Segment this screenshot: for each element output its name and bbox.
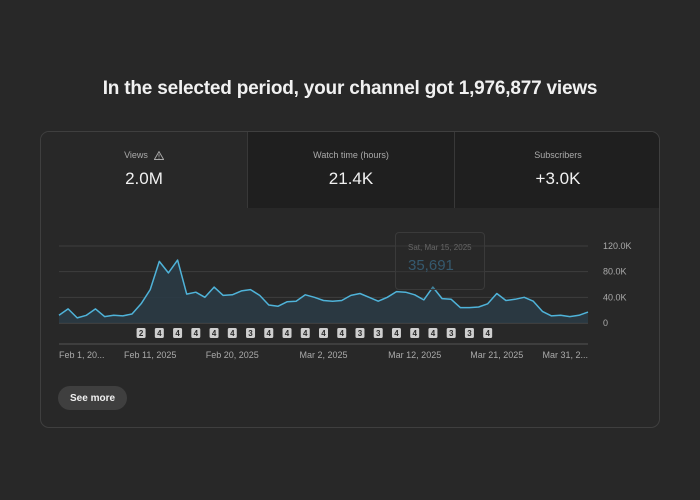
annotation-marker (227, 328, 237, 338)
annotation-marker-label: 4 (157, 329, 162, 338)
annotation-marker-label: 4 (267, 329, 272, 338)
x-tick-label: Mar 21, 2025 (470, 350, 523, 360)
annotation-marker-label: 3 (248, 329, 253, 338)
views-line (58, 259, 589, 319)
views-chart: 0 40.0K 80.0K 120.0K 2 4 4 4 4 4 3 4 4 4 4 4 3 3 4 4 4 3 3 4 Feb… (58, 241, 632, 360)
annotation-marker-label: 3 (467, 329, 472, 338)
annotation-marker-label: 4 (412, 329, 417, 338)
x-tick-label: Feb 1, 20... (59, 350, 105, 360)
annotation-marker-label: 4 (485, 329, 490, 338)
annotation-marker (464, 328, 474, 338)
chart-tooltip: Sat, Mar 15, 2025 35,691 (395, 232, 485, 290)
tab-subscribers[interactable]: Subscribers +3.0K (454, 132, 659, 208)
tab-views-label-row: Views (124, 150, 164, 160)
annotation-marker-label: 3 (358, 329, 363, 338)
analytics-card: Views 2.0M Watch time (hours) 21.4K Subs… (40, 131, 660, 428)
annotation-marker (154, 328, 164, 338)
annotation-marker-label: 4 (303, 329, 308, 338)
annotation-marker (319, 328, 328, 338)
metric-tabs: Views 2.0M Watch time (hours) 21.4K Subs… (41, 132, 659, 208)
annotation-marker-label: 4 (431, 329, 436, 338)
annotation-marker (246, 328, 256, 338)
annotation-marker-label: 4 (394, 329, 399, 338)
x-tick-label: Feb 20, 2025 (206, 350, 259, 360)
page-headline: In the selected period, your channel got… (102, 78, 598, 99)
annotation-marker (391, 328, 401, 338)
annotation-marker (446, 328, 456, 338)
tab-subscribers-label: Subscribers (534, 150, 582, 160)
annotation-marker (209, 328, 219, 338)
annotation-marker (136, 328, 146, 338)
x-tick-label: Mar 31, 2... (542, 350, 588, 360)
tooltip-value: 35,691 (408, 257, 454, 274)
y-tick-label: 80.0K (603, 267, 627, 277)
x-tick-label: Mar 2, 2025 (299, 350, 347, 360)
annotation-marker-label: 4 (285, 329, 290, 338)
annotation-marker (282, 328, 292, 338)
see-more-button[interactable]: See more (58, 386, 128, 410)
annotation-marker (483, 328, 493, 338)
annotation-marker (373, 328, 383, 338)
annotation-marker-label: 4 (321, 329, 326, 338)
annotation-marker-label: 2 (139, 329, 144, 338)
annotation-marker (264, 328, 274, 338)
annotation-marker (300, 328, 310, 338)
tab-subscribers-value: +3.0K (535, 169, 581, 188)
annotation-marker-label: 4 (230, 329, 235, 338)
tooltip-date: Sat, Mar 15, 2025 (408, 243, 472, 252)
annotation-marker (410, 328, 420, 338)
annotation-marker-label: 3 (376, 329, 381, 338)
tab-watch-time[interactable]: Watch time (hours) 21.4K (247, 132, 454, 208)
x-tick-label: Feb 11, 2025 (124, 350, 176, 360)
tab-views-label: Views (124, 150, 148, 160)
tab-views[interactable]: Views 2.0M (41, 132, 247, 208)
annotation-marker-label: 4 (175, 329, 180, 338)
annotation-marker-label: 4 (340, 329, 345, 338)
y-tick-label: 120.0K (603, 241, 632, 251)
annotation-marker-label: 3 (449, 329, 454, 338)
tab-watch-time-label: Watch time (hours) (313, 150, 389, 160)
tab-watch-time-value: 21.4K (328, 169, 374, 188)
annotation-marker-label: 4 (194, 329, 199, 338)
annotation-marker (355, 328, 365, 338)
annotation-marker (191, 328, 201, 338)
annotation-marker (428, 328, 438, 338)
y-tick-label: 40.0K (603, 292, 627, 302)
annotation-marker (173, 328, 183, 338)
tab-views-value: 2.0M (125, 169, 163, 188)
warning-icon (153, 150, 164, 160)
annotation-marker (337, 328, 347, 338)
x-tick-label: Mar 12, 2025 (388, 350, 441, 360)
y-tick-label: 0 (603, 318, 608, 328)
annotation-marker-label: 4 (212, 329, 217, 338)
views-area (59, 260, 588, 323)
